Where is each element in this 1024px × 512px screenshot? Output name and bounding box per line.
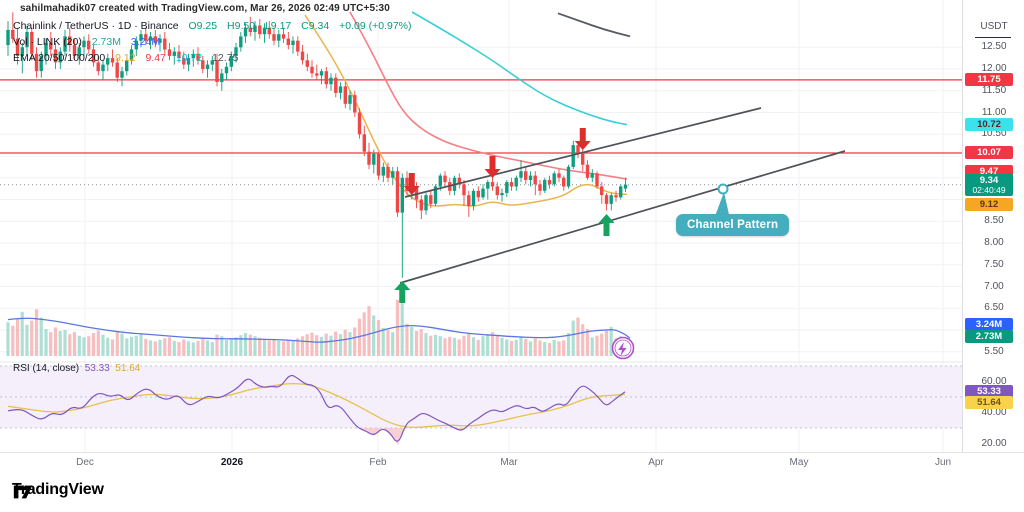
rsi-label[interactable]: RSI (14, close) [13, 363, 80, 374]
time-axis-label: May [789, 457, 809, 468]
price-axis-badge: 3.24M [965, 318, 1013, 331]
callout-label: Channel Pattern [687, 219, 779, 231]
ohlc-open: O9.25 [188, 20, 218, 32]
sell-arrow-marker [403, 173, 420, 195]
tradingview-logo-icon [13, 485, 33, 499]
price-tick: 7.50 [984, 259, 1004, 270]
ema100-value: 10.72 [175, 52, 203, 64]
price-tick: 12.50 [981, 41, 1007, 52]
ema-label[interactable]: EMA 20/50/100/200 [13, 52, 106, 64]
price-tick: 11.00 [981, 107, 1007, 118]
time-axis-label: Mar [500, 457, 518, 468]
axis-currency-rule [975, 37, 1011, 38]
price-axis-badge: 11.75 [965, 73, 1013, 86]
channel-pattern-callout[interactable]: Channel Pattern [676, 214, 790, 236]
time-axis-label: 2026 [220, 457, 244, 468]
sell-arrow-marker [484, 156, 501, 178]
watermark: sahilmahadik07 created with TradingView.… [20, 3, 390, 14]
time-axis-label: Dec [76, 457, 94, 468]
price-axis-badge: 9.34 02:40:49 [965, 174, 1013, 196]
trendline-anchor-point [717, 183, 729, 195]
ema20-value: 9.12 [115, 52, 136, 64]
rsi-tick: 60.00 [981, 376, 1007, 387]
tradingview-logo[interactable]: TradingView [12, 481, 104, 499]
bar-countdown: 02:40:49 [972, 185, 1006, 195]
chart-legend: Chainlink / TetherUS · 1D · Binance O9.2… [13, 19, 412, 67]
price-axis-badge: 51.64 [965, 396, 1013, 409]
price-axis-badge: 10.07 [965, 146, 1013, 159]
buy-arrow-marker [598, 214, 615, 236]
time-axis[interactable]: Dec 2026 Feb Mar Apr May Jun [0, 452, 1024, 474]
rsi-ma-value: 51.64 [115, 363, 141, 374]
price-axis-badge: 9.12 [965, 198, 1013, 211]
price-tick: 6.50 [984, 302, 1004, 313]
ohlc-high: H9.50 [227, 20, 256, 32]
price-axis-badge: 10.72 [965, 118, 1013, 131]
price-axis[interactable]: USDT 12.50 12.00 11.50 11.00 10.50 8.50 8.00 7.… [962, 0, 1024, 452]
sell-arrow-marker [574, 128, 591, 150]
volume-ma-value: 3.24M [130, 36, 161, 48]
tradingview-logo-text: TradingView [12, 481, 104, 498]
price-change: +0.09 (+0.97%) [339, 20, 412, 32]
symbol-title[interactable]: Chainlink / TetherUS · 1D · Binance [13, 20, 179, 32]
ohlc-low: L9.17 [264, 20, 292, 32]
price-tick: 10.50 [981, 128, 1007, 139]
time-axis-label: Apr [648, 457, 664, 468]
ema50-value: 9.47 [145, 52, 166, 64]
price-tick: 8.00 [984, 237, 1004, 248]
price-tick: 12.00 [981, 63, 1007, 74]
price-tick: 5.50 [984, 346, 1004, 357]
volume-value: 2.73M [91, 36, 121, 48]
time-axis-label: Jun [934, 457, 952, 468]
axis-currency-label: USDT [980, 21, 1008, 32]
volume-row[interactable]: Vol · LINK (20) 2.73M 3.24M [13, 35, 412, 51]
price-axis-badge: 2.73M [965, 330, 1013, 343]
price-tick: 7.00 [984, 281, 1004, 292]
symbol-row[interactable]: Chainlink / TetherUS · 1D · Binance O9.2… [13, 19, 412, 35]
footer-strip: TradingView [0, 473, 1024, 512]
time-axis-label: Feb [369, 457, 387, 468]
rsi-tick: 20.00 [981, 438, 1007, 449]
ohlc-close: C9.34 [301, 20, 330, 32]
price-tick: 11.50 [981, 85, 1007, 96]
ema200-value: 12.75 [212, 52, 239, 64]
rsi-tick: 40.00 [981, 407, 1007, 418]
price-tick: 8.50 [984, 215, 1004, 226]
price-axis-badge: 53.33 [965, 385, 1013, 398]
ema-row[interactable]: EMA 20/50/100/200 9.12 9.47 10.72 12.75 [13, 51, 412, 67]
rsi-legend[interactable]: RSI (14, close) 53.33 51.64 [13, 363, 140, 374]
volume-label[interactable]: Vol · LINK (20) [13, 36, 82, 48]
rsi-value: 53.33 [84, 363, 110, 374]
buy-arrow-marker [394, 281, 411, 303]
